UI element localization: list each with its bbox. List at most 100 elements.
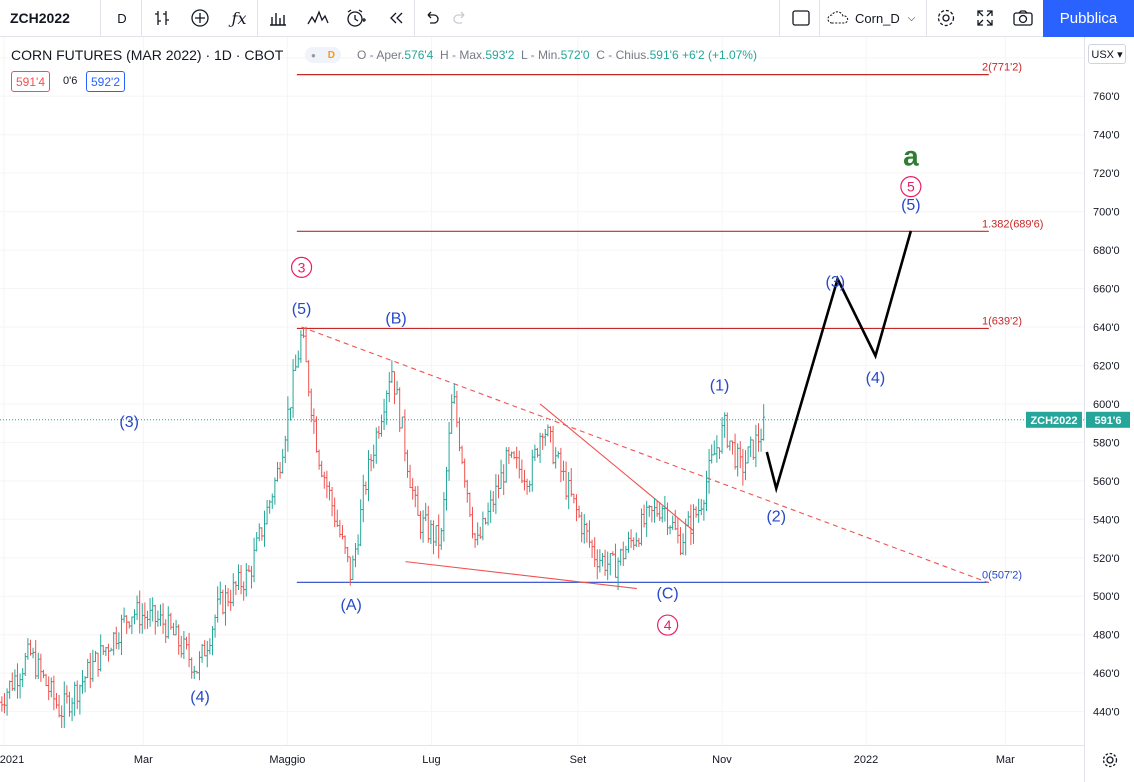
ohlc-bar (151, 597, 155, 622)
ohlc-bar (759, 428, 763, 452)
ohlc-bar (606, 551, 610, 581)
ohlc-bar (621, 541, 625, 567)
buy-price-box[interactable]: 592'2 (86, 71, 125, 92)
layout-button[interactable]: Corn_D ⌵ (826, 0, 922, 36)
ohlc-bar (213, 614, 217, 638)
symbol-price-tag (1026, 411, 1082, 428)
ohlc-bar (484, 517, 487, 525)
undo-icon[interactable] (418, 0, 446, 36)
ohlc-bar (406, 449, 409, 478)
ohlc-bar (515, 446, 519, 469)
ohlc-bar (8, 680, 12, 699)
interval-button[interactable]: D (117, 10, 127, 26)
ohlc-bar (663, 495, 667, 522)
ohlc-bar (52, 675, 56, 711)
ohlc-bar (468, 492, 472, 517)
ohlc-bar (23, 652, 27, 677)
ohlc-bar (81, 669, 84, 694)
chart-canvas[interactable]: 2(771'2) 1.382(689'6) 1(639'2) 0(507'2) (3)… (0, 37, 1134, 782)
snapshot-icon[interactable] (1009, 0, 1037, 36)
price-tick-label: 580'0 (1093, 437, 1120, 449)
ohlc-bar (536, 447, 539, 458)
bar-style-icon[interactable] (148, 0, 176, 36)
price-tick-label: 620'0 (1093, 360, 1120, 372)
ohlc-bar (13, 669, 17, 692)
ohlc-bar (533, 444, 537, 462)
ohlc-bar (450, 394, 454, 434)
currency-select[interactable]: USX ▾ (1088, 44, 1126, 64)
ohlc-bar (198, 651, 201, 681)
time-tick-label: Mar (996, 754, 1015, 766)
ohlc-bar (226, 588, 230, 607)
price-tick-label: 540'0 (1093, 514, 1120, 526)
status-badge[interactable]: ● D (305, 47, 341, 63)
ohlc-bar (603, 549, 607, 576)
price-axis-border (1084, 37, 1085, 782)
symbol-search-button[interactable]: ZCH2022 (10, 10, 70, 26)
ohlc-bar (738, 441, 742, 469)
ohlc-bar (463, 458, 467, 488)
ohlc-bar (55, 693, 58, 709)
ohlc-bar (504, 447, 508, 483)
ohlc-bar (567, 471, 571, 510)
ohlc-bar (315, 416, 318, 453)
ohlc-bar (512, 451, 516, 460)
ohlc-bar (471, 506, 474, 539)
ohlc-bar (673, 509, 677, 531)
ohlc-bar (341, 525, 344, 540)
ohlc-bar (374, 427, 378, 464)
settings-icon[interactable] (932, 0, 960, 36)
templates-icon[interactable] (304, 0, 332, 36)
ohlc-bar (502, 464, 506, 496)
publish-button[interactable]: Pubblica (1043, 0, 1134, 37)
ohlc-bar (400, 416, 404, 429)
ohlc-bar (650, 505, 654, 523)
fx-icon[interactable]: ƒx (231, 8, 247, 28)
ohlc-bar (601, 552, 604, 567)
ohlc-bar (127, 621, 131, 629)
redo-icon[interactable] (446, 0, 474, 36)
ohlc-bar (16, 663, 19, 699)
ohlc-bar (239, 565, 243, 595)
bar-chart-icon[interactable] (264, 0, 292, 36)
ohlc-bar (393, 371, 396, 405)
ohlc-bar (637, 537, 641, 547)
fullscreen-icon[interactable] (971, 0, 999, 36)
ohlc-bar (564, 461, 568, 500)
chart-settings-gear-icon[interactable] (1098, 748, 1122, 772)
ohlc-bar (380, 414, 383, 437)
alert-icon[interactable] (342, 0, 370, 36)
ohlc-bar (424, 502, 428, 522)
ohlc-bar (528, 480, 532, 493)
ohlc-bar (208, 638, 212, 655)
ohlc-bar (231, 573, 235, 607)
ohlc-bar (595, 549, 599, 580)
market-status-dot: ● (310, 50, 316, 60)
replay-icon[interactable] (382, 0, 410, 36)
ohlc-bar (179, 635, 183, 658)
fib-level-label: 0(507'2) (982, 569, 1022, 581)
ohlc-bar (143, 602, 147, 630)
trend-line (539, 403, 694, 532)
price-tick-label: 600'0 (1093, 399, 1120, 411)
sell-price-box[interactable]: 591'4 (11, 71, 50, 92)
ohlc-bar (234, 580, 238, 596)
ohlc-bar (585, 522, 589, 543)
ohlc-bar (335, 509, 339, 528)
ohlc-bar (452, 383, 456, 404)
ohlc-bar (434, 525, 438, 547)
ohlc-bar (398, 387, 402, 432)
ohlc-bar (57, 695, 61, 718)
toolbar-divider (100, 0, 101, 36)
ohlc-bar (281, 448, 285, 474)
ohlc-bar (731, 440, 734, 455)
ohlc-bar (666, 502, 669, 536)
ohlc-bar (330, 487, 334, 517)
wave-label: (3) (119, 414, 139, 431)
ohlc-bar (229, 589, 233, 611)
price-tick-label: 480'0 (1093, 630, 1120, 642)
square-icon[interactable] (787, 0, 815, 36)
add-compare-icon[interactable] (186, 0, 214, 36)
symbol-description[interactable]: CORN FUTURES (MAR 2022) · 1D · CBOT (11, 47, 284, 63)
ohlc-bar (185, 636, 188, 650)
